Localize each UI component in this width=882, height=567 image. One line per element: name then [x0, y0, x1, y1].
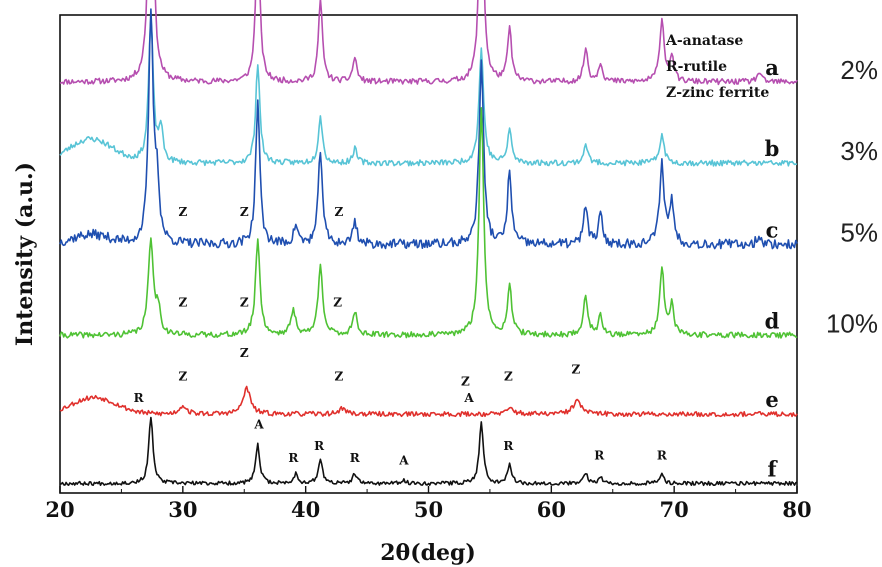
- x-tick-label-20: 20: [45, 497, 74, 522]
- phase-peak-mark-r: R: [350, 451, 361, 465]
- trace-a: [59, 0, 798, 86]
- trace-e: [59, 385, 798, 418]
- trace-label-c: c: [766, 217, 779, 242]
- phase-peak-mark-r: R: [503, 439, 514, 453]
- x-tick-label-30: 30: [168, 497, 197, 522]
- legend-entry-rutile: R-rutile: [666, 59, 727, 75]
- x-axis-title: 2θ(deg): [380, 540, 476, 566]
- z-peak-mark: Z: [572, 363, 581, 377]
- phase-peak-mark-r: R: [314, 439, 325, 453]
- percent-label-c: 5%: [840, 217, 878, 247]
- phase-peak-mark-r: R: [288, 451, 299, 465]
- x-axis: 20 30 40 50 60 70 80: [45, 486, 812, 522]
- phase-peak-mark-r: R: [134, 391, 145, 405]
- trace-label-d: d: [765, 308, 780, 333]
- trace-label-a: a: [765, 55, 779, 80]
- x-tick-label-40: 40: [291, 497, 320, 522]
- y-axis-title: Intensity (a.u.): [12, 162, 38, 346]
- trace-c: [59, 8, 798, 250]
- phase-peak-mark-a: A: [398, 453, 409, 467]
- percent-label-d: 10%: [826, 308, 878, 338]
- z-peak-mark: Z: [240, 205, 249, 219]
- trace-label-b: b: [765, 136, 780, 161]
- trace-label-e: e: [765, 387, 778, 412]
- annotation-group: a 2% b 3% c 5% Z Z Zd 10% Z Z Ze Z Z Z Z Z Zf R A R R R A A R R R: [134, 55, 878, 482]
- x-tick-label-50: 50: [414, 497, 443, 522]
- z-peak-mark: Z: [178, 296, 187, 310]
- trace-group: [59, 0, 798, 487]
- z-peak-mark: Z: [240, 296, 249, 310]
- z-peak-mark: Z: [334, 205, 343, 219]
- z-peak-mark: Z: [178, 370, 187, 384]
- trace-d: [59, 107, 798, 339]
- phase-peak-mark-r: R: [594, 449, 605, 463]
- x-tick-label-70: 70: [660, 497, 689, 522]
- phase-peak-mark-a: A: [463, 391, 474, 405]
- percent-label-a: 2%: [840, 55, 878, 85]
- phase-legend: A-anatase R-rutile Z-zinc ferrite: [665, 33, 769, 101]
- z-peak-mark: Z: [240, 346, 249, 360]
- x-tick-label-60: 60: [537, 497, 566, 522]
- trace-f: [59, 416, 798, 487]
- x-tick-label-80: 80: [782, 497, 811, 522]
- phase-peak-mark-a: A: [253, 417, 264, 431]
- phase-peak-mark-r: R: [657, 449, 668, 463]
- z-peak-mark: Z: [333, 296, 342, 310]
- trace-b: [59, 16, 798, 167]
- z-peak-mark: Z: [334, 370, 343, 384]
- z-peak-mark: Z: [178, 205, 187, 219]
- z-peak-mark: Z: [461, 374, 470, 388]
- z-peak-mark: Z: [504, 370, 513, 384]
- trace-label-f: f: [767, 456, 778, 481]
- legend-entry-anatase: A-anatase: [665, 33, 743, 49]
- legend-entry-zinc-ferrite: Z-zinc ferrite: [666, 85, 769, 101]
- percent-label-b: 3%: [840, 136, 878, 166]
